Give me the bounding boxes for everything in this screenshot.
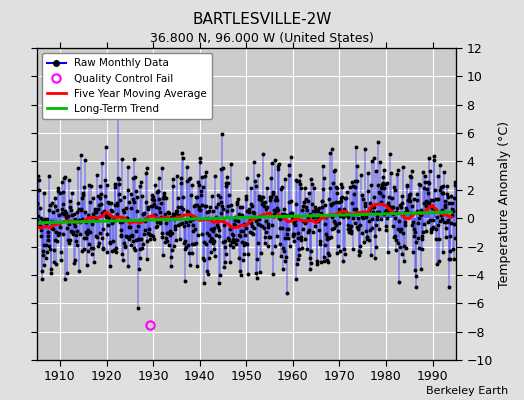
Y-axis label: Temperature Anomaly (°C): Temperature Anomaly (°C)	[498, 120, 511, 288]
Text: Berkeley Earth: Berkeley Earth	[426, 386, 508, 396]
Legend: Raw Monthly Data, Quality Control Fail, Five Year Moving Average, Long-Term Tren: Raw Monthly Data, Quality Control Fail, …	[42, 53, 212, 119]
Text: 36.800 N, 96.000 W (United States): 36.800 N, 96.000 W (United States)	[150, 32, 374, 45]
Text: BARTLESVILLE-2W: BARTLESVILLE-2W	[192, 12, 332, 27]
